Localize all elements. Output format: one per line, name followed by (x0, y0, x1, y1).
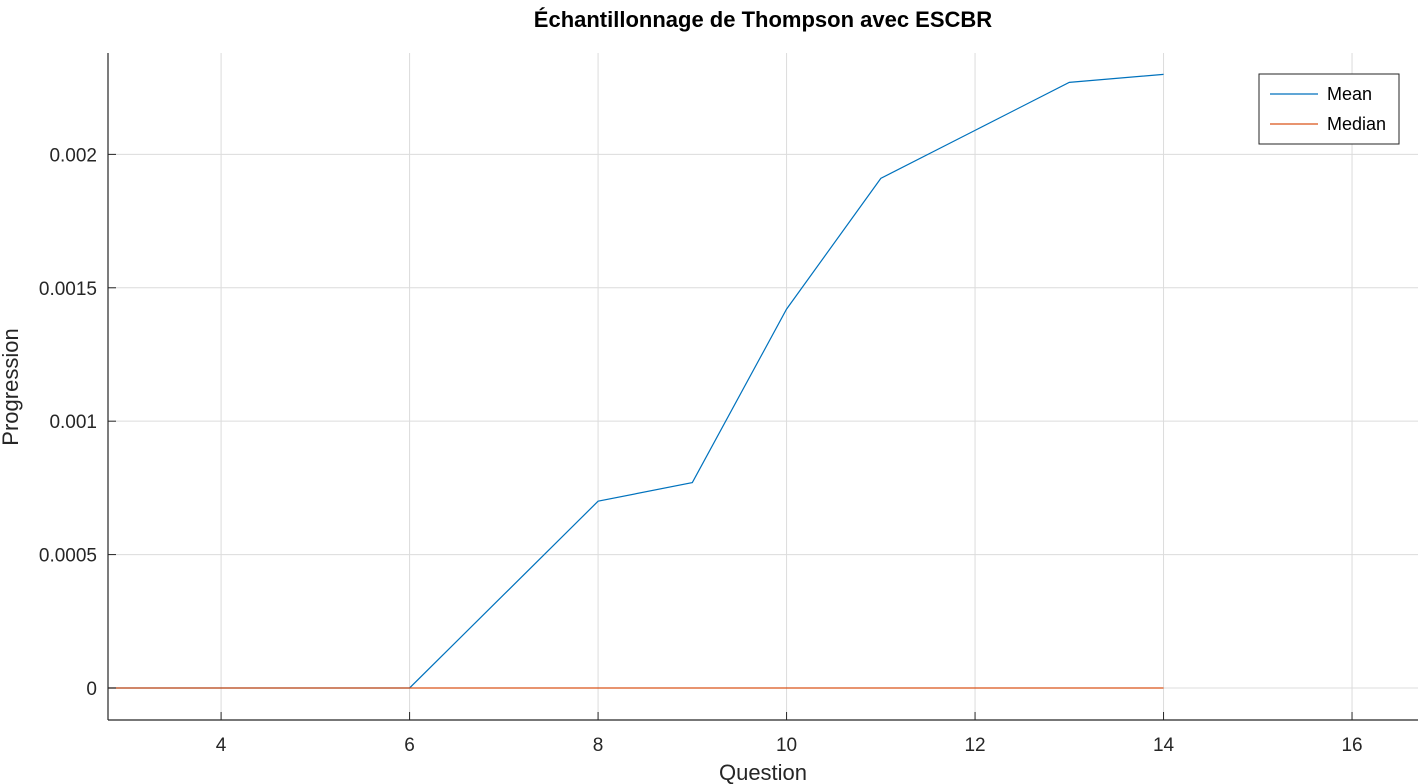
series-line-mean (108, 73, 1164, 689)
y-axis-label: Progression (0, 328, 23, 445)
y-tick-label: 0.0005 (39, 546, 97, 567)
axes (107, 53, 1418, 721)
series-layer (108, 73, 1164, 689)
grid (108, 53, 1418, 720)
x-tick-label: 12 (964, 735, 985, 756)
y-tick-label: 0 (86, 679, 97, 700)
y-tick-labels: 0 0.0005 0.001 0.0015 0.002 (39, 145, 97, 700)
chart-title: Échantillonnage de Thompson avec ESCBR (534, 7, 993, 32)
y-tick-label: 0.001 (49, 412, 97, 433)
legend-box (1258, 73, 1400, 145)
legend-label-median: Median (1327, 114, 1386, 134)
y-tick-label: 0.0015 (39, 279, 97, 300)
x-tick-label: 6 (404, 735, 415, 756)
x-tick-label: 4 (216, 735, 227, 756)
x-tick-label: 10 (776, 735, 797, 756)
legend: Mean Median (1258, 73, 1400, 145)
x-tick-labels: 4 6 8 10 12 14 16 (216, 735, 1363, 756)
x-tick-label: 14 (1153, 735, 1175, 756)
x-axis-label: Question (719, 760, 807, 784)
legend-label-mean: Mean (1327, 84, 1372, 104)
x-tick-label: 8 (593, 735, 604, 756)
x-tick-label: 16 (1341, 735, 1362, 756)
y-tick-label: 0.002 (49, 145, 97, 166)
